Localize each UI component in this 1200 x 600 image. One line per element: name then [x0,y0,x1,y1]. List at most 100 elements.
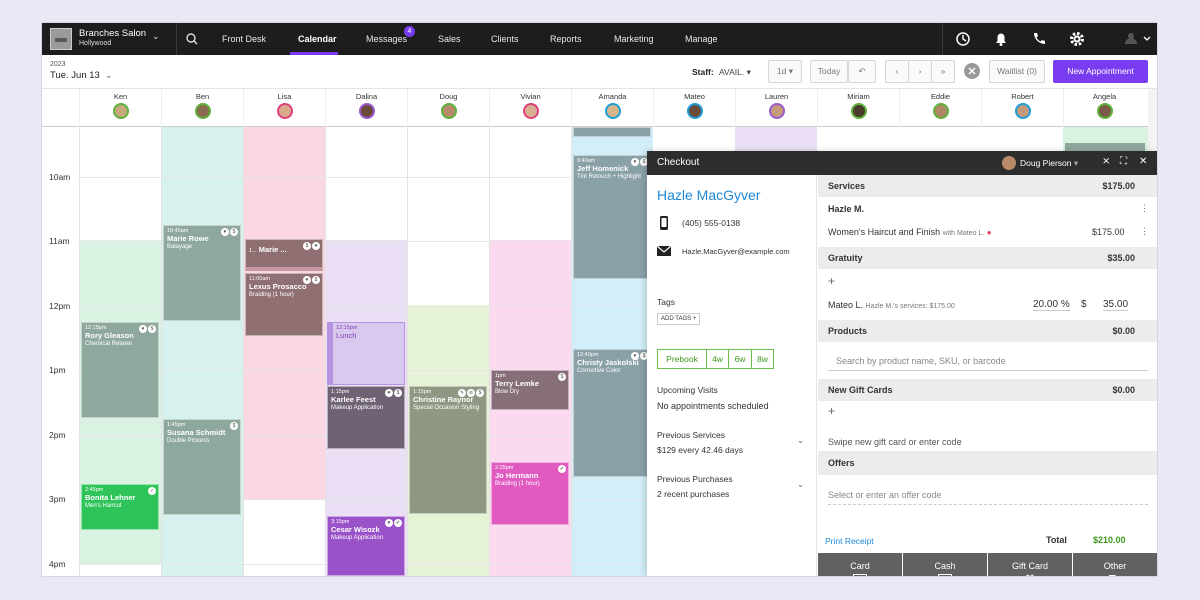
appointment-card[interactable]: 2:45pm Bonita Lehner Men's Haircut ✓ [81,484,159,530]
client-email[interactable]: Hazle.MacGyver@example.com [682,247,790,256]
appointment-card[interactable]: 12:40pm Christy Jaskolski Corrective Col… [573,349,651,477]
staff-column-header[interactable]: Robert [981,89,1063,127]
add-tags-button[interactable]: ADD TAGS + [657,313,701,325]
pay-card-button[interactable]: Card [818,553,902,576]
client-phone[interactable]: (405) 555-0138 [682,218,741,228]
appointment-card[interactable] [1065,143,1145,151]
staff-column-header[interactable]: Amanda [571,89,653,127]
nav-front-desk[interactable]: Front Desk [222,34,267,44]
appointment-card[interactable]: 2:25pm Jo Hermann Braiding (1 hour) ✔ [491,462,569,525]
new-appointment-button[interactable]: New Appointment [1053,60,1148,83]
appointment-client: Jo Hermann [495,471,539,480]
appointment-card[interactable]: 10:45am Marie Rowe Balayage ♥ $ [163,225,241,321]
appointment-card[interactable]: 1:15pm Christine Raynor Special Occasion… [409,386,487,514]
clear-filter-icon[interactable] [960,60,984,83]
print-receipt-link[interactable]: Print Receipt [825,536,874,546]
appointment-card[interactable]: 12:15pm Rory Gleason Chemical Relaxer ♥ $ [81,322,159,418]
prebook-8w-button[interactable]: 8w [751,349,774,369]
more-options-icon[interactable]: ⋮ [1140,226,1149,236]
staff-column-header[interactable]: Lisa [243,89,325,127]
add-gift-card-button[interactable]: + [828,404,836,418]
expand-icon[interactable]: ⛶ [1120,156,1127,167]
product-search-input[interactable]: Search by product name, SKU, or barcode [828,353,1148,371]
prebook-4w-button[interactable]: 4w [706,349,728,369]
minimize-icon[interactable]: ⨯ [1102,156,1111,167]
pay-cash-button[interactable]: Cash $ [903,553,987,576]
user-menu-icon[interactable] [1113,23,1157,55]
staff-column-header[interactable]: Lauren [735,89,817,127]
pay-other-button[interactable]: Other [1073,553,1157,576]
staff-column-header[interactable]: Mateo [653,89,735,127]
appointment-status-icons: ♥ $ [630,352,648,360]
prebook-button[interactable]: Prebook [657,349,706,369]
chevron-down-icon[interactable]: ⌄ [797,479,805,489]
appointment-time: 2:25pm [495,465,514,471]
nav-marketing[interactable]: Marketing [614,34,654,44]
calendar-column[interactable] [735,127,817,151]
staff-filter-select[interactable]: AVAIL. ▾ [719,67,751,77]
staff-column-header[interactable]: Eddie [899,89,981,127]
appointment-card[interactable]: 11:00am Lexus Prosacco Braiding (1 hour)… [245,273,323,336]
today-button[interactable]: Today [810,60,848,83]
staff-column-header[interactable]: Dalina [325,89,407,127]
avatar [358,103,375,119]
staff-column-header[interactable]: Vivian [489,89,571,127]
chevron-down-icon[interactable]: ⌄ [105,70,113,80]
staff-column-header[interactable]: Ben [161,89,243,127]
undo-icon[interactable]: ↶ [848,60,876,83]
pay-gift-card-button[interactable]: Gift Card [988,553,1072,576]
chevron-down-icon[interactable]: ⌄ [797,435,805,445]
prev-day-icon[interactable]: ‹ [885,60,909,83]
fast-forward-icon[interactable]: » [931,60,955,83]
nav-messages[interactable]: Messages [366,34,408,44]
appointment-time: 10:45am [167,228,189,234]
nav-reports[interactable]: Reports [550,34,582,44]
appointment-card[interactable]: 3:15pm Cesar Wisozk Makeup Application ♥… [327,516,405,576]
salon-logo-icon [50,28,72,50]
staff-column-header[interactable]: Angela [1063,89,1145,127]
appointment-card[interactable]: 1:45pm Susana Schmidt Double Process $ [163,419,241,515]
prebook-6w-button[interactable]: 6w [728,349,751,369]
staff-column-header[interactable]: Miriam [817,89,899,127]
view-select[interactable]: 1d ▾ [768,60,802,83]
gratuity-percent-input[interactable]: 20.00 % [1033,299,1070,311]
phone-icon[interactable] [1023,23,1055,55]
staff-column-header[interactable]: Doug [407,89,489,127]
appointment-time: 1:15pm [331,389,350,395]
gear-icon[interactable] [1061,23,1093,55]
appointment-card[interactable]: 1pm Terry Lemke Blow Dry $ [491,370,569,410]
client-name[interactable]: Hazle MacGyver [657,187,761,203]
header-scrollbar[interactable] [1148,89,1157,151]
search-icon[interactable] [180,23,204,55]
appointment-card[interactable]: 12:15pm Lunch [327,322,405,385]
date-picker[interactable]: Tue. Jun 13 [50,70,100,81]
service-line-item[interactable]: Women's Haircut and Finish with Mateo L.… [828,227,992,237]
bell-icon[interactable] [985,23,1017,55]
gift-card-input[interactable]: Swipe new gift card or enter code [828,437,962,447]
staff-name: Eddie [930,92,951,101]
clock-icon[interactable] [947,23,979,55]
nav-sales[interactable]: Sales [438,34,461,44]
previous-services-label: Previous Services [657,430,726,440]
nav-manage[interactable]: Manage [685,34,718,44]
appointment-card[interactable]: 1... Marie ... $ ★ [245,239,323,271]
add-gratuity-button[interactable]: + [828,274,836,288]
close-icon[interactable]: ✕ [1139,156,1148,167]
waitlist-button[interactable]: Waitlist (0) [989,60,1045,83]
offer-code-input[interactable]: Select or enter an offer code [828,487,1148,505]
grid-line [79,306,647,307]
appointment-card[interactable] [573,127,651,137]
nav-calendar[interactable]: Calendar [298,34,337,44]
staff-column-header[interactable]: Ken [79,89,161,127]
calendar-column[interactable] [243,127,325,576]
appointment-service: Makeup Application [331,535,384,541]
checkout-staff-select[interactable]: Doug Pierson ▾ [1020,158,1079,168]
gratuity-dollar-input[interactable]: 35.00 [1103,299,1129,311]
appointment-service: Corrective Color [577,368,621,374]
appointment-card[interactable]: 9:40am Jeff Homenick Tint Retouch + High… [573,155,651,279]
location-switcher[interactable]: Branches Salon Hollywood ⌄ [42,23,177,55]
appointment-card[interactable]: 1:15pm Karlee Feest Makeup Application ♥… [327,386,405,449]
more-options-icon[interactable]: ⋮ [1140,203,1149,213]
nav-clients[interactable]: Clients [491,34,519,44]
next-day-icon[interactable]: › [908,60,932,83]
